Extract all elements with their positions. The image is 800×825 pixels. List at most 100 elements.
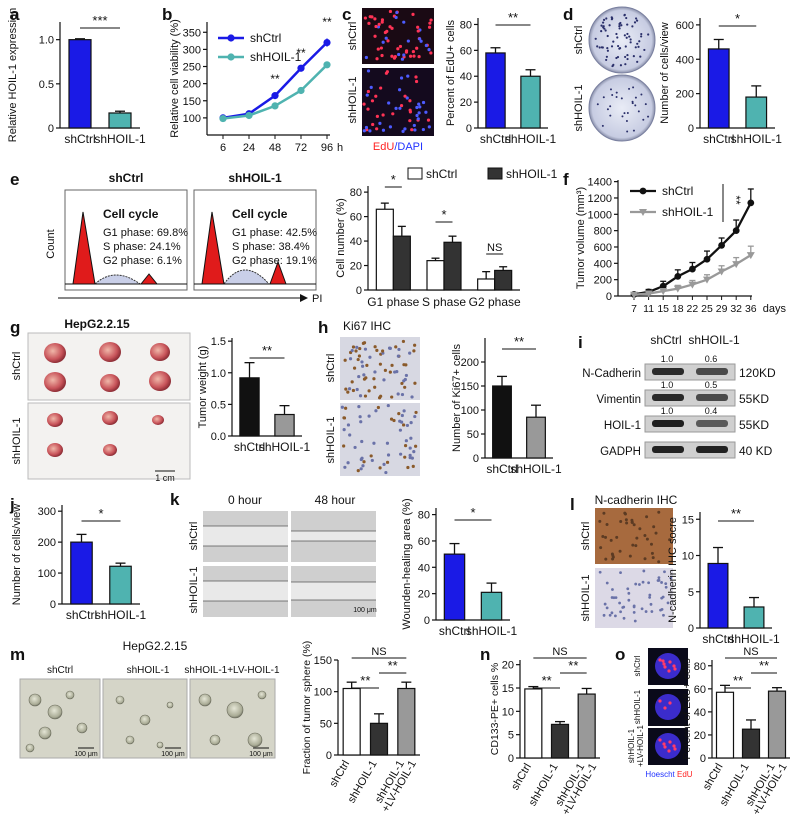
edu-dot: [663, 665, 667, 669]
ihc-cell: [382, 378, 386, 382]
ihc-cell: [372, 377, 376, 381]
ihc-cell: [614, 614, 617, 618]
cell-dot: [380, 20, 384, 24]
ihc-cell: [342, 444, 346, 448]
ihc-cell: [372, 441, 376, 445]
colony-dot: [629, 41, 632, 44]
y-tick-label: 150: [461, 381, 479, 393]
ihc-cell: [660, 607, 664, 611]
colony-plate: [588, 74, 656, 142]
colony-dot: [642, 118, 645, 121]
cell-dot: [386, 39, 390, 43]
ihc-cell: [408, 351, 412, 355]
ihc-cell: [599, 546, 603, 550]
cell-dot: [383, 30, 387, 35]
ihc-cell: [611, 557, 615, 561]
ihc-cell: [650, 610, 654, 613]
ihc-cell: [357, 405, 361, 409]
cell-dot: [375, 114, 379, 118]
bar: [342, 687, 361, 756]
cell-dot: [412, 123, 416, 128]
cell-dot: [408, 99, 412, 103]
cell-dot: [411, 49, 415, 54]
image-label: shHOIL-1: [127, 665, 170, 676]
ihc-cell: [618, 601, 621, 605]
y-tick-label: 0: [606, 291, 612, 303]
x-tick-label: 7: [631, 303, 637, 315]
colony-dot: [602, 96, 605, 99]
ihc-cell: [625, 521, 629, 525]
edu-dot: [663, 745, 667, 749]
panel-label: h: [318, 318, 328, 337]
ihc-cell: [640, 607, 644, 611]
band-quant: 1.0: [661, 406, 674, 416]
lane-label: shHOIL-1: [688, 333, 740, 347]
ihc-cell: [403, 455, 407, 459]
y-tick-label: 200: [183, 79, 201, 91]
ihc-cell: [608, 613, 612, 617]
ihc-cell: [360, 360, 364, 364]
cell-dot: [366, 107, 370, 111]
colony-dot: [596, 103, 599, 106]
tumor: [152, 415, 164, 425]
colony-dot: [626, 23, 629, 26]
bar: [550, 723, 570, 759]
micrograph-layer: [19, 6, 736, 765]
y-tick-label: 600: [676, 20, 694, 32]
image-label: shCtrl: [11, 352, 23, 381]
flow-title: shHOIL-1: [228, 171, 282, 185]
y-tick-label: 1400: [588, 177, 612, 189]
ihc-cell: [340, 405, 344, 409]
colony-dot: [606, 46, 609, 50]
ihc-cell: [605, 523, 609, 527]
cell-dot: [373, 34, 377, 38]
y-tick-label: 300: [38, 506, 56, 518]
ihc-cell: [390, 395, 394, 399]
y-tick-label: 0: [326, 750, 332, 762]
tumor-sphere: [198, 693, 212, 707]
ihc-cell: [398, 419, 402, 423]
ihc-cell: [657, 578, 661, 582]
y-tick-label: 800: [594, 226, 612, 238]
y-axis-label: Fraction of tumor sphere (%): [301, 641, 313, 775]
ihc-cell: [404, 439, 408, 443]
x-tick-label: 25: [701, 303, 713, 315]
ihc-cell: [642, 569, 646, 573]
band-quant: 1.0: [661, 354, 674, 364]
colony-dot: [604, 29, 607, 32]
ihc-cell: [641, 580, 645, 584]
significance-label: *: [735, 11, 740, 26]
blot-band: [652, 368, 684, 375]
ihc-cell: [344, 406, 348, 410]
colony-dot: [634, 46, 637, 49]
y-tick-label: 150: [314, 655, 332, 667]
data-point: [747, 199, 755, 207]
cell-dot: [416, 29, 420, 33]
tumor-sphere: [25, 743, 35, 753]
y-tick-label: 40: [418, 562, 430, 574]
cell-dot: [385, 70, 389, 74]
cell-dot: [406, 39, 410, 43]
blot-band: [652, 394, 684, 401]
ihc-cell: [666, 601, 670, 605]
ihc-cell: [657, 510, 661, 514]
colony-dot: [632, 55, 635, 58]
ihc-cell: [343, 358, 347, 362]
significance-label: **: [542, 673, 552, 688]
colony-dot: [620, 24, 623, 27]
ihc-cell: [669, 576, 673, 580]
y-tick-label: 80: [694, 661, 706, 673]
tumor: [150, 343, 170, 361]
significance-label: ***: [92, 13, 107, 28]
colony-dot: [624, 63, 627, 66]
ihc-cell: [344, 387, 348, 391]
ihc-cell: [645, 515, 649, 519]
bar: [520, 75, 541, 129]
y-tick-label: 1200: [588, 193, 612, 205]
ihc-cell: [408, 446, 412, 450]
x-tick-label: shHOIL-1: [510, 462, 562, 476]
ihc-cell: [394, 345, 398, 349]
ihc-cell: [611, 553, 615, 557]
cell-dot: [381, 113, 385, 117]
y-tick-label: 0: [50, 599, 56, 611]
